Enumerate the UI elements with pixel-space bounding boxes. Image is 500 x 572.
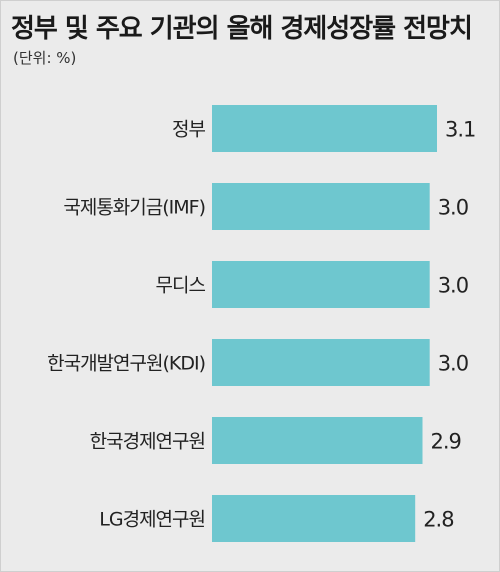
unit-label: (단위: %) [13,49,77,67]
category-label-4: 한국경제연구원 [90,431,205,453]
value-label-1: 3.0 [438,196,468,220]
value-label-2: 3.0 [438,274,468,298]
category-label-1: 국제통화기금(IMF) [63,197,205,219]
bar-5 [212,495,416,542]
category-label-2: 무디스 [156,275,206,297]
bar-0 [212,105,437,152]
bar-2 [212,261,430,308]
bar-1 [212,183,430,230]
category-label-0: 정부 [172,119,205,141]
bar-3 [212,339,430,386]
value-label-5: 2.8 [423,508,453,532]
category-label-5: LG경제연구원 [99,509,205,531]
chart-title: 정부 및 주요 기관의 올해 경제성장률 전망치 [11,14,473,44]
value-label-4: 2.9 [431,430,461,454]
bar-4 [212,417,423,464]
value-label-3: 3.0 [438,352,468,376]
value-label-0: 3.1 [445,118,475,142]
category-label-3: 한국개발연구원(KDI) [47,353,205,375]
